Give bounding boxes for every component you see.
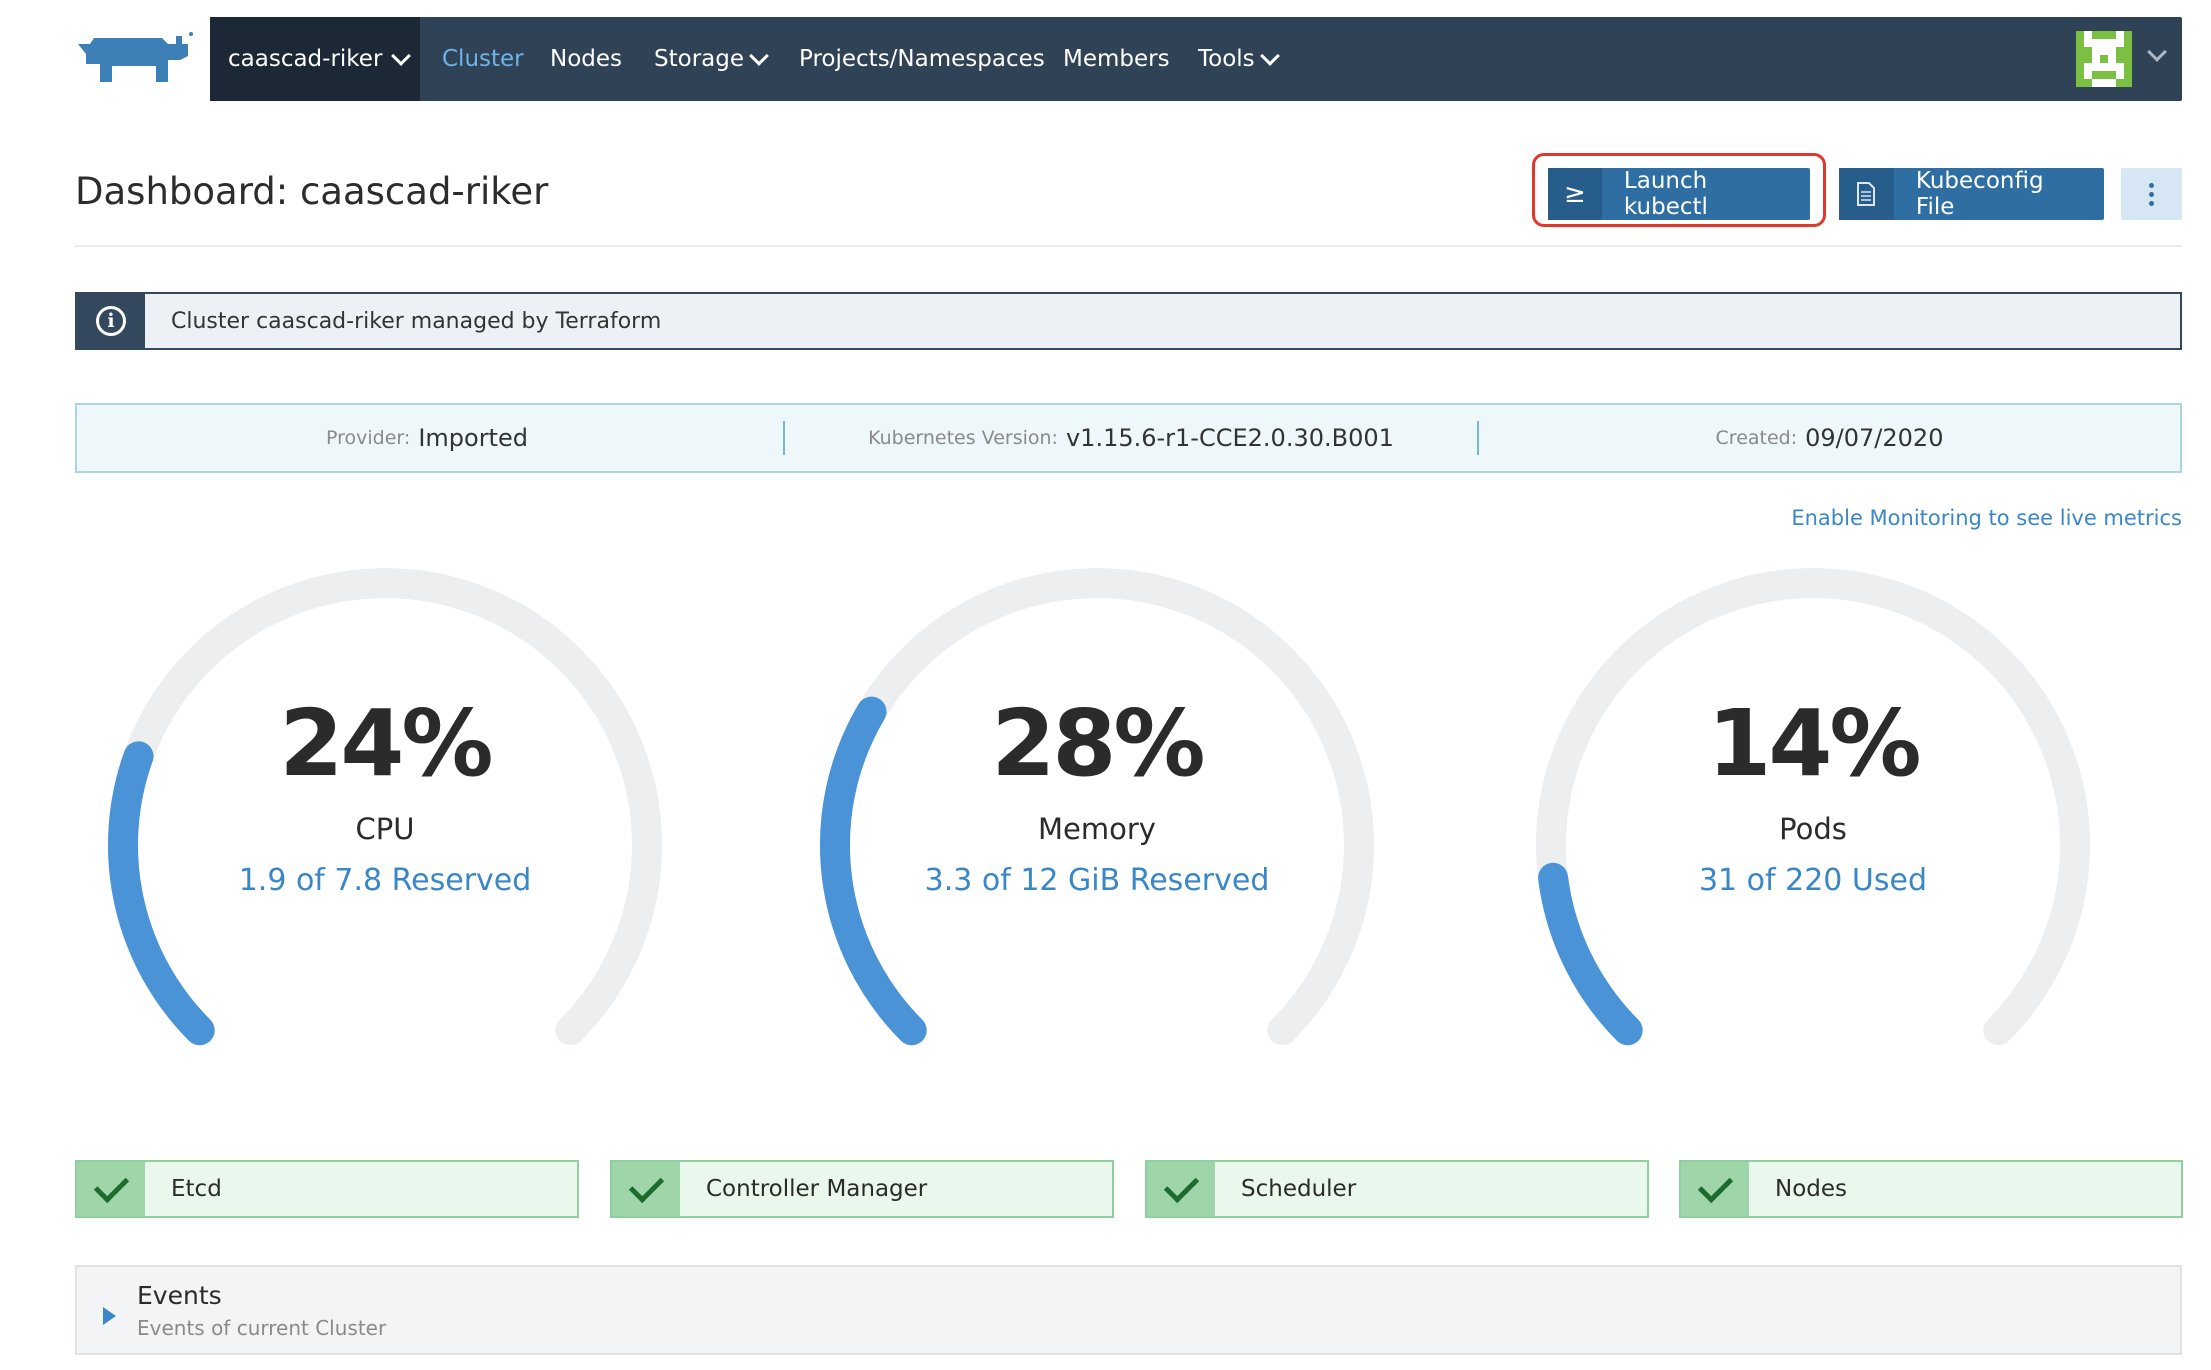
- check-icon: [1147, 1162, 1215, 1216]
- top-navigation-bar: caascad-riker Cluster Nodes Storage Proj…: [210, 17, 2182, 101]
- banner-icon-box: i: [77, 294, 145, 348]
- user-avatar-icon[interactable]: [2076, 31, 2132, 87]
- cpu-percent: 24%: [279, 690, 493, 797]
- info-separator: [783, 421, 785, 455]
- caret-right-icon[interactable]: [103, 1307, 116, 1325]
- component-status-etcd: Etcd: [75, 1160, 579, 1218]
- component-label: Controller Manager: [706, 1176, 928, 1202]
- kubernetes-version-value: v1.15.6-r1-CCE2.0.30.B001: [1065, 424, 1394, 452]
- terminal-icon: ≥: [1548, 168, 1602, 220]
- page-title: Dashboard: caascad-riker: [75, 170, 549, 213]
- kubeconfig-file-label: Kubeconfig File: [1915, 168, 2044, 220]
- highlight-annotation: [1532, 153, 1826, 227]
- component-status-nodes: Nodes: [1679, 1160, 2183, 1218]
- created-label: Created:: [1715, 427, 1798, 449]
- more-actions-button[interactable]: [2121, 168, 2182, 220]
- pods-gauge-arc: [1536, 568, 2090, 1046]
- chevron-down-icon: [391, 46, 412, 66]
- cpu-gauge-arc: [108, 568, 662, 1046]
- enable-monitoring-link[interactable]: Enable Monitoring to see live metrics: [1791, 506, 2182, 530]
- pods-detail: 31 of 220 Used: [1698, 863, 1928, 898]
- chevron-down-icon[interactable]: [2147, 42, 2167, 62]
- nav-nodes[interactable]: Nodes: [550, 17, 622, 101]
- nav-members[interactable]: Members: [1063, 17, 1170, 101]
- check-icon: [612, 1162, 680, 1216]
- kubernetes-version-info: Kubernetes Version: v1.15.6-r1-CCE2.0.30…: [785, 405, 1477, 471]
- cluster-info-bar: Provider: Imported Kubernetes Version: v…: [75, 403, 2182, 473]
- provider-value: Imported: [418, 424, 528, 452]
- nav-tools-label: Tools: [1198, 46, 1255, 72]
- component-label: Etcd: [171, 1176, 222, 1202]
- pods-gauge: 14% Pods 31 of 220 Used: [1518, 560, 2108, 1060]
- nav-storage[interactable]: Storage: [654, 17, 769, 101]
- check-icon: [77, 1162, 145, 1216]
- events-title: Events: [137, 1281, 222, 1310]
- memory-gauge-arc: [820, 568, 1374, 1046]
- events-accordion[interactable]: Events Events of current Cluster: [75, 1265, 2182, 1355]
- created-value: 09/07/2020: [1805, 424, 1944, 452]
- cpu-detail: 1.9 of 7.8 Reserved: [238, 863, 532, 898]
- memory-label: Memory: [1038, 812, 1156, 846]
- divider: [75, 245, 2182, 247]
- nav-tools[interactable]: Tools: [1198, 17, 1280, 101]
- provider-info: Provider: Imported: [77, 405, 777, 471]
- launch-kubectl-label: Launch kubectl: [1623, 168, 1708, 220]
- cpu-gauge: 24% CPU 1.9 of 7.8 Reserved: [90, 560, 680, 1060]
- file-icon: [1839, 168, 1894, 220]
- memory-percent: 28%: [991, 690, 1205, 797]
- banner-text: Cluster caascad-riker managed by Terrafo…: [171, 308, 662, 334]
- pods-percent: 14%: [1707, 690, 1921, 797]
- created-info: Created: 09/07/2020: [1479, 405, 2180, 471]
- component-status-scheduler: Scheduler: [1145, 1160, 1649, 1218]
- nav-projects-namespaces[interactable]: Projects/Namespaces: [799, 17, 1045, 101]
- cluster-selector-label: caascad-riker: [228, 46, 383, 72]
- nav-members-label: Members: [1063, 46, 1170, 72]
- launch-kubectl-button[interactable]: ≥ Launch kubectl: [1548, 168, 1810, 220]
- component-label: Scheduler: [1241, 1176, 1357, 1202]
- check-icon: [1681, 1162, 1749, 1216]
- memory-gauge: 28% Memory 3.3 of 12 GiB Reserved: [802, 560, 1392, 1060]
- nav-cluster-label: Cluster: [442, 46, 524, 72]
- vertical-ellipsis-icon: [2149, 182, 2154, 188]
- component-label: Nodes: [1775, 1176, 1848, 1202]
- info-separator: [1477, 421, 1479, 455]
- memory-detail: 3.3 of 12 GiB Reserved: [924, 863, 1270, 898]
- component-status-controller-manager: Controller Manager: [610, 1160, 1114, 1218]
- info-icon: i: [96, 306, 126, 336]
- nav-cluster[interactable]: Cluster: [442, 17, 524, 101]
- chevron-down-icon: [749, 46, 769, 66]
- chevron-down-icon: [1259, 46, 1280, 66]
- nav-nodes-label: Nodes: [550, 46, 623, 72]
- ellipsis-dot: [2149, 200, 2154, 206]
- cluster-selector-dropdown[interactable]: caascad-riker: [210, 17, 420, 101]
- nav-storage-label: Storage: [654, 46, 744, 72]
- cpu-label: CPU: [355, 812, 415, 846]
- rancher-logo-icon[interactable]: [72, 30, 194, 90]
- provider-label: Provider:: [326, 427, 411, 449]
- kubernetes-version-label: Kubernetes Version:: [868, 427, 1058, 449]
- nav-projects-label: Projects/Namespaces: [799, 46, 1045, 72]
- terraform-info-banner: i Cluster caascad-riker managed by Terra…: [75, 292, 2182, 350]
- pods-label: Pods: [1779, 812, 1847, 846]
- kubeconfig-file-button[interactable]: Kubeconfig File: [1839, 168, 2104, 220]
- ellipsis-dot: [2149, 191, 2154, 197]
- events-subtitle: Events of current Cluster: [137, 1316, 387, 1340]
